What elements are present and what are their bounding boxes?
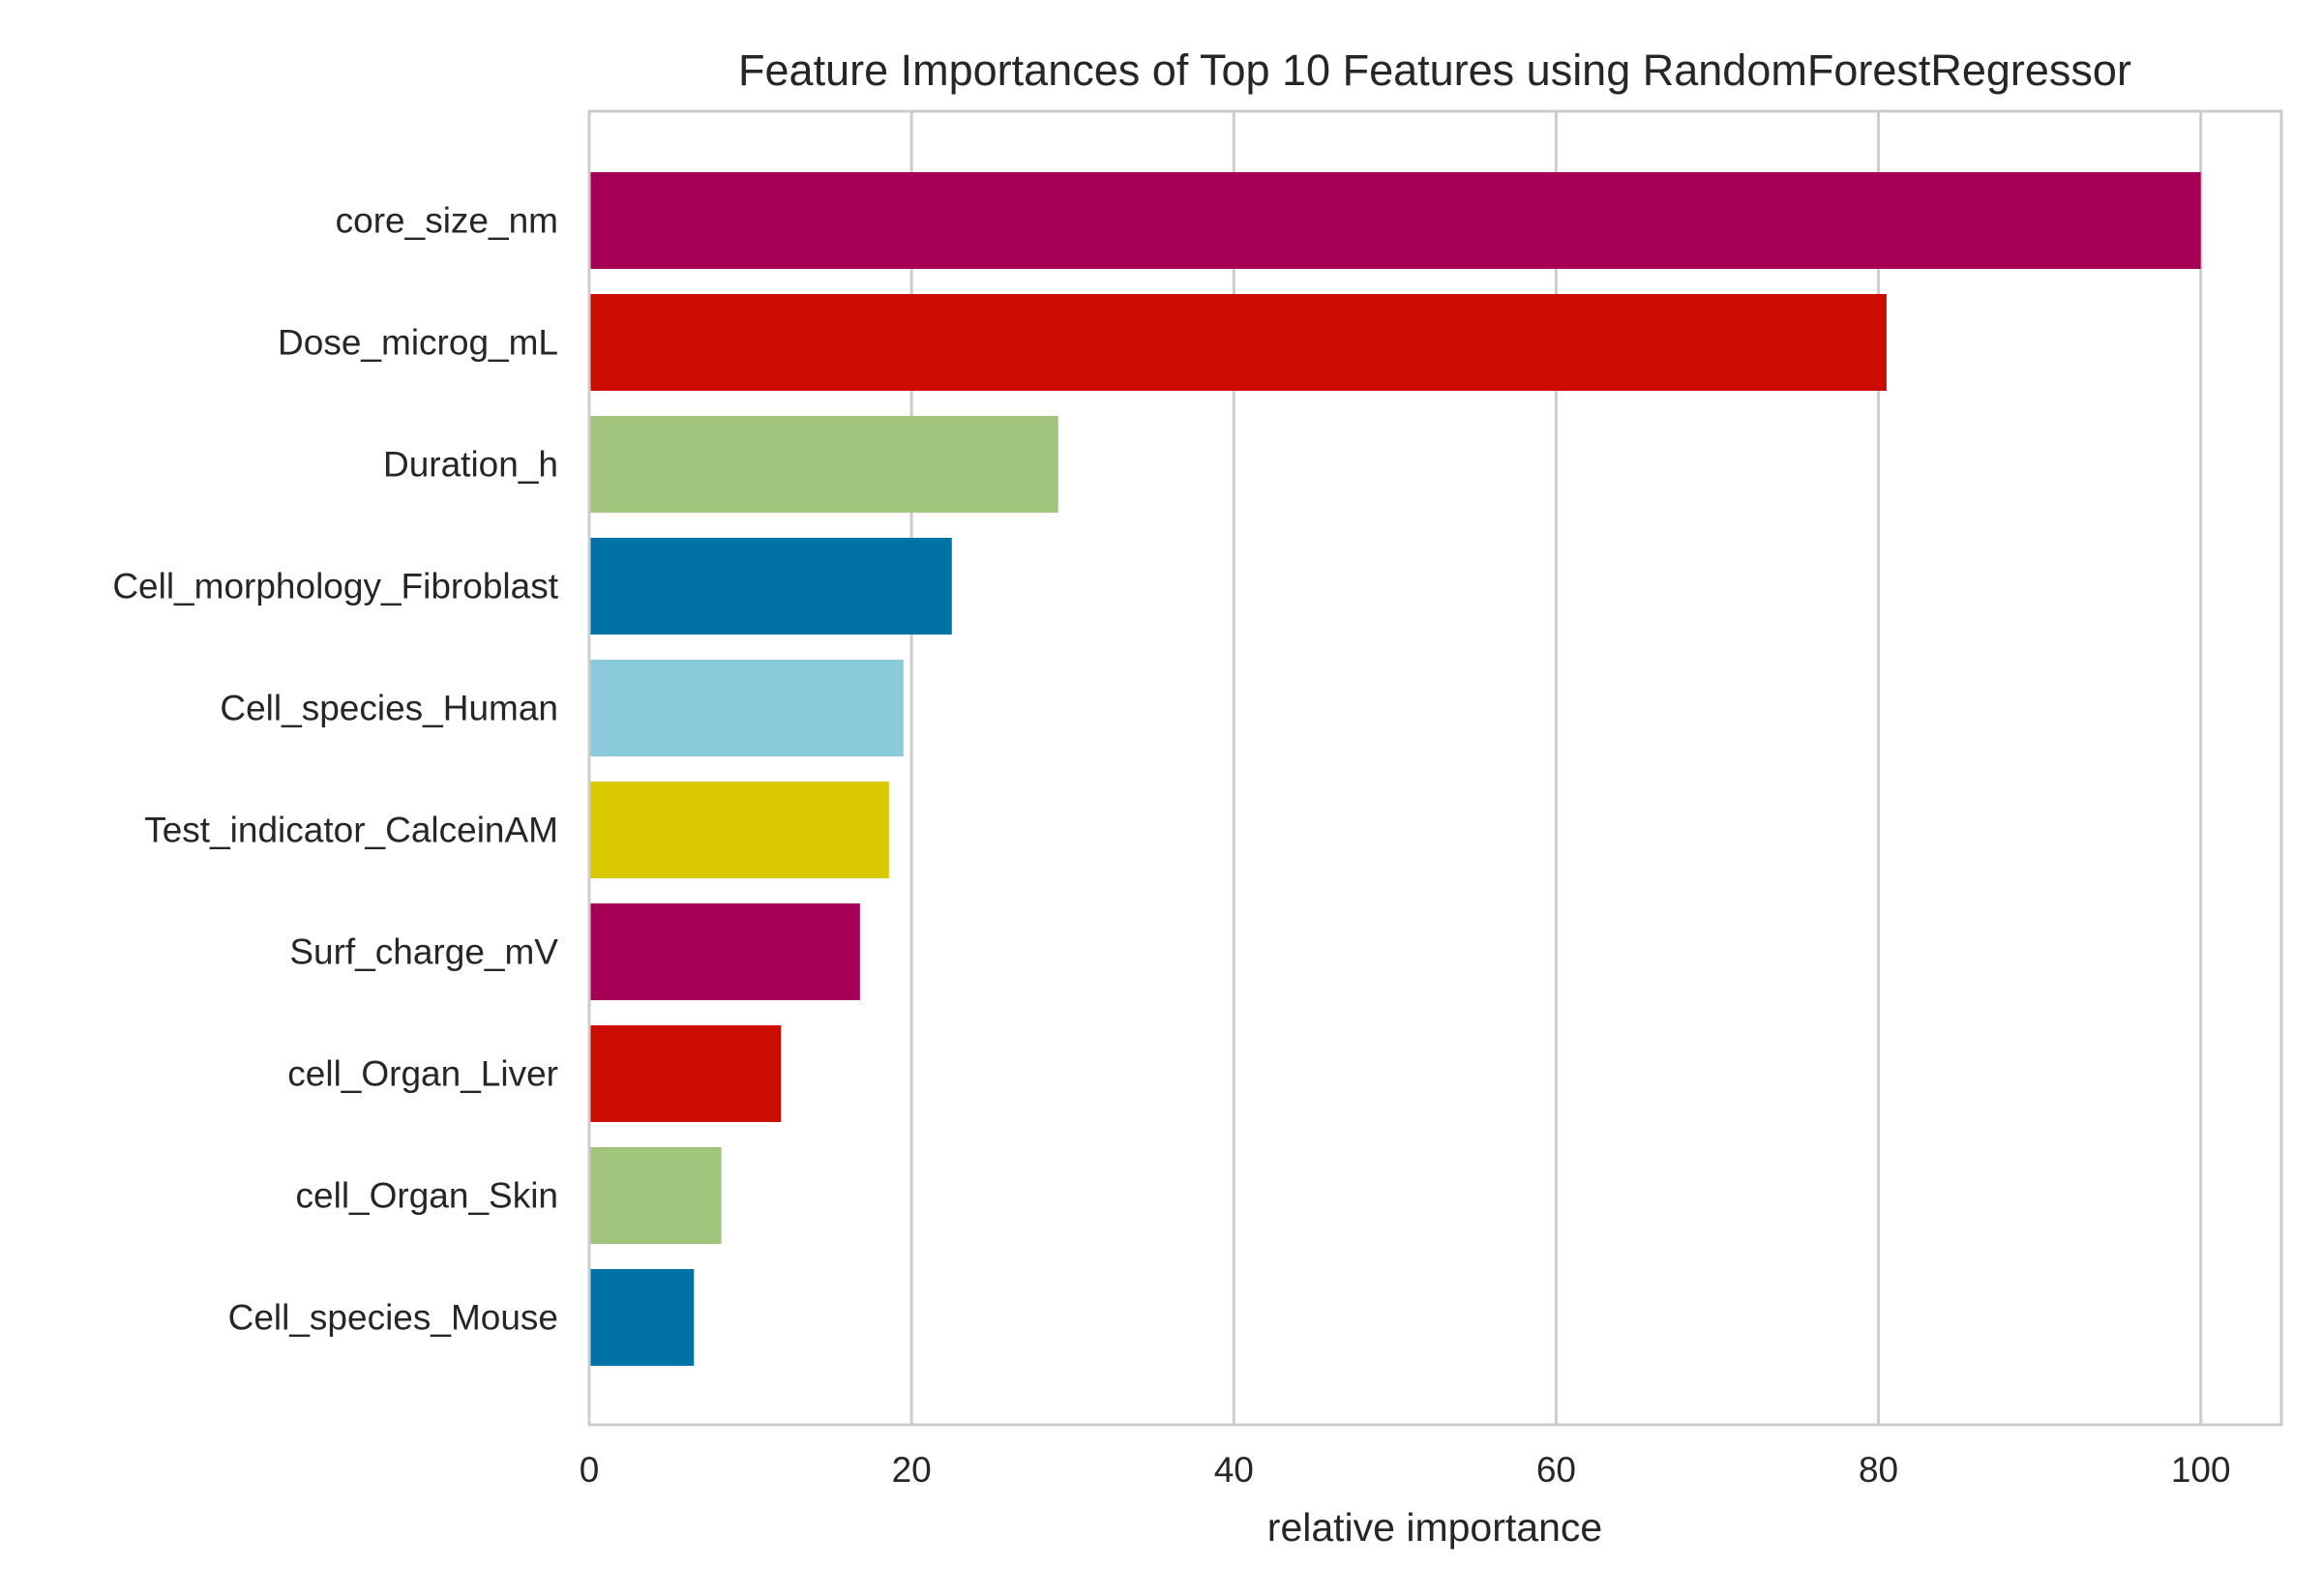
x-tick-label: 80 xyxy=(1859,1450,1898,1490)
y-tick-label: Duration_h xyxy=(383,445,558,485)
bar-Test_indicator_CalceinAM xyxy=(590,782,889,878)
chart-title: Feature Importances of Top 10 Features u… xyxy=(738,45,2131,95)
x-tick-labels: 0 20 40 60 80 100 xyxy=(580,1450,2231,1490)
bar-Cell_species_Mouse xyxy=(590,1269,695,1366)
bar-Cell_species_Human xyxy=(590,660,904,756)
y-tick-label: Dose_microg_mL xyxy=(278,323,558,363)
x-tick-label: 0 xyxy=(580,1450,600,1490)
y-tick-label: cell_Organ_Skin xyxy=(296,1176,558,1216)
bar-Surf_charge_mV xyxy=(590,903,860,1000)
bar-cell_Organ_Skin xyxy=(590,1147,722,1244)
bar-cell_Organ_Liver xyxy=(590,1025,782,1122)
y-tick-label: Cell_species_Human xyxy=(220,689,558,728)
x-tick-label: 40 xyxy=(1214,1450,1254,1490)
x-tick-label: 60 xyxy=(1536,1450,1576,1490)
y-tick-label: Cell_morphology_Fibroblast xyxy=(112,567,558,606)
y-tick-label: core_size_nm xyxy=(336,201,558,241)
bar-Duration_h xyxy=(590,416,1058,513)
x-tick-label: 100 xyxy=(2171,1450,2231,1490)
bar-core_size_nm xyxy=(590,172,2201,269)
y-tick-label: cell_Organ_Liver xyxy=(287,1054,558,1094)
y-tick-label: Test_indicator_CalceinAM xyxy=(144,811,558,850)
bar-Cell_morphology_Fibroblast xyxy=(590,538,952,635)
bar-Dose_microg_mL xyxy=(590,294,1887,391)
x-tick-label: 20 xyxy=(892,1450,932,1490)
bars xyxy=(590,172,2201,1366)
y-tick-label: Cell_species_Mouse xyxy=(228,1298,558,1338)
y-tick-labels: core_size_nm Dose_microg_mL Duration_h Cell… xyxy=(112,201,558,1338)
plot-frame xyxy=(587,109,2283,1427)
x-axis-label: relative importance xyxy=(1267,1505,1602,1550)
y-tick-label: Surf_charge_mV xyxy=(289,932,558,972)
